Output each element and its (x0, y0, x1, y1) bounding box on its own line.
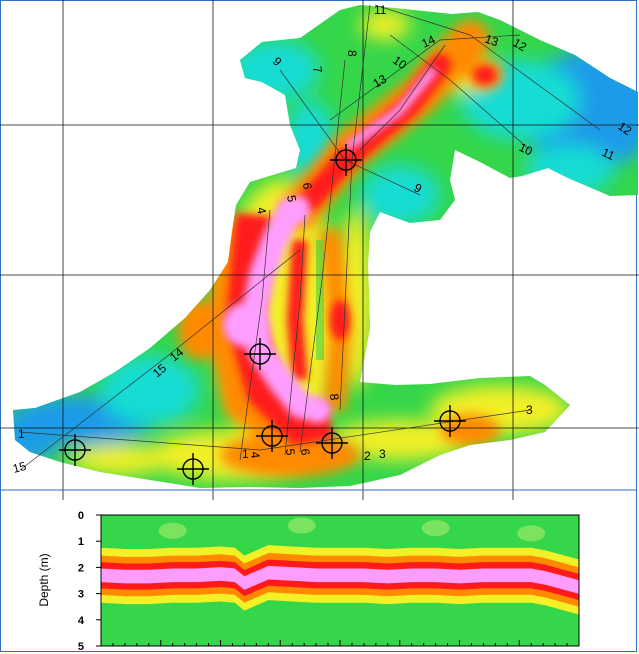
line-label-1-bottom: 1 (242, 447, 249, 461)
crosshair-markers (59, 144, 466, 485)
line-label-8-top: 8 (345, 50, 359, 57)
anomaly-heatmap (13, 5, 638, 488)
line-label-3-bottom: 3 (379, 447, 386, 461)
line-label-7-top: 7 (310, 65, 325, 74)
line-label-14-top: 14 (419, 32, 437, 50)
line-label-4-mid: 4 (254, 206, 269, 215)
line-label-8-low: 8 (327, 393, 342, 401)
crosshair-marker-icon (434, 405, 466, 437)
line-label-15-bottom: 15 (11, 459, 28, 476)
line-label-11-right: 11 (600, 145, 618, 163)
line-label-5-bottom: 5 (283, 448, 298, 456)
crosshair-marker-icon (177, 453, 209, 485)
line-label-4-bottom: 4 (248, 451, 263, 459)
crosshair-marker-icon (256, 420, 288, 452)
crosshair-marker-icon (316, 427, 348, 459)
line-label-13-mid: 13 (371, 72, 390, 91)
line-label-11-top: 11 (374, 3, 387, 17)
line-label-2-bottom: 2 (364, 449, 371, 463)
line-label-10-right: 10 (517, 140, 535, 158)
line-label-1-left: 1 (18, 427, 25, 441)
crosshair-marker-icon (244, 338, 276, 370)
line-label-13-top: 13 (483, 32, 501, 50)
crosshair-marker-icon (330, 144, 362, 176)
map-grid (0, 0, 639, 500)
line-label-12-top: 12 (511, 35, 530, 54)
line-label-5-mid: 5 (284, 194, 299, 203)
plan-view-map: 11 14 13 12 8 9 7 10 13 12 10 11 9 6 5 4… (0, 0, 639, 500)
crosshair-marker-icon (59, 434, 91, 466)
line-label-6-mid: 6 (300, 182, 315, 190)
line-label-3-right: 3 (526, 403, 533, 417)
line-labels: 11 14 13 12 8 9 7 10 13 12 10 11 9 6 5 4… (11, 3, 634, 476)
line-label-6-bottom: 6 (298, 448, 313, 456)
